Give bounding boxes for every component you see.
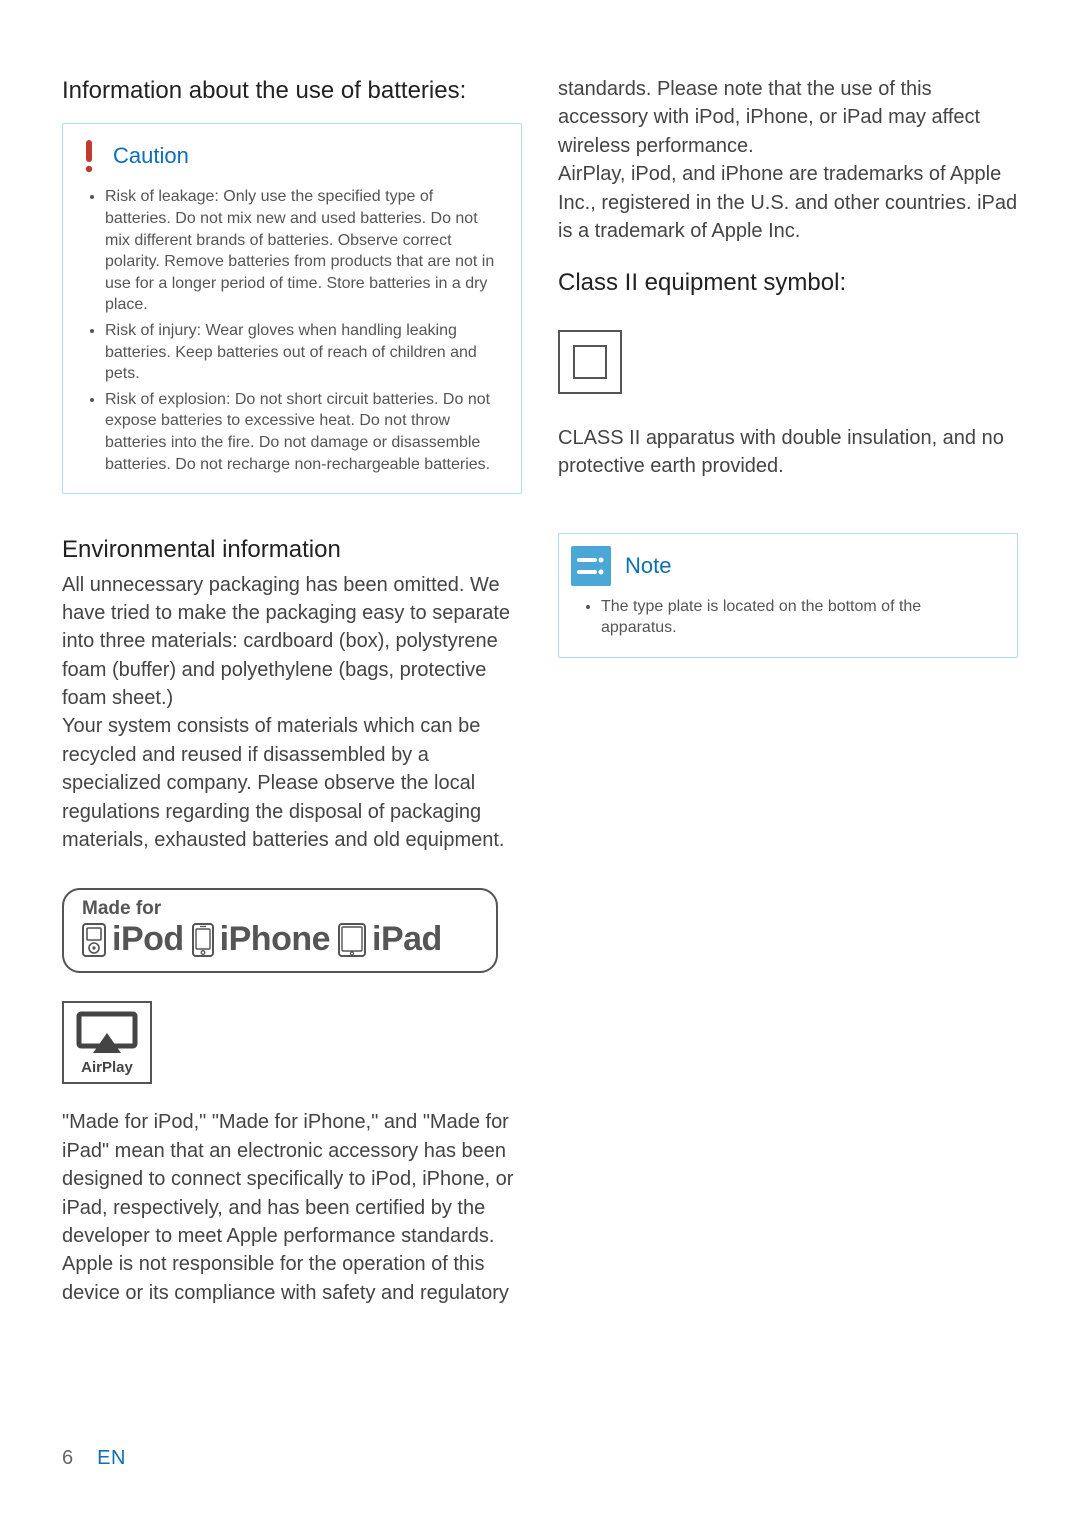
caution-title: Caution bbox=[113, 143, 189, 169]
airplay-badge: AirPlay bbox=[62, 1001, 152, 1084]
class2-body: CLASS II apparatus with double insulatio… bbox=[558, 424, 1018, 481]
ipod-icon bbox=[82, 923, 106, 957]
env-body: All unnecessary packaging has been omitt… bbox=[62, 571, 522, 855]
note-callout: Note The type plate is located on the bo… bbox=[558, 533, 1018, 658]
airplay-icon bbox=[76, 1011, 138, 1055]
caution-item: Risk of explosion: Do not short circuit … bbox=[105, 389, 499, 475]
battery-heading: Information about the use of batteries: bbox=[62, 75, 522, 107]
class2-symbol bbox=[558, 330, 622, 394]
mfi-ipad: iPad bbox=[338, 920, 442, 959]
language-label: EN bbox=[97, 1447, 126, 1470]
mfi-iphone: iPhone bbox=[192, 920, 330, 959]
ipad-icon bbox=[338, 923, 366, 957]
note-item: The type plate is located on the bottom … bbox=[601, 596, 995, 639]
note-icon bbox=[571, 546, 611, 586]
made-for-top-label: Made for bbox=[82, 898, 478, 920]
caution-item: Risk of leakage: Only use the specified … bbox=[105, 186, 499, 316]
mfi-ipad-label: iPad bbox=[372, 920, 442, 959]
caution-callout: Caution Risk of leakage: Only use the sp… bbox=[62, 123, 522, 494]
caution-header: Caution bbox=[63, 124, 521, 182]
iphone-icon bbox=[192, 923, 214, 957]
page-columns: Information about the use of batteries: … bbox=[62, 75, 1018, 1307]
env-heading: Environmental information bbox=[62, 534, 522, 566]
mfi-ipod-label: iPod bbox=[112, 920, 184, 959]
note-header: Note bbox=[559, 534, 1017, 592]
page-footer: 6 EN bbox=[62, 1447, 126, 1470]
mfi-ipod: iPod bbox=[82, 920, 184, 959]
mfi-continuation: standards. Please note that the use of t… bbox=[558, 75, 1018, 245]
note-title: Note bbox=[625, 553, 671, 579]
class2-symbol-inner bbox=[573, 345, 607, 379]
note-body: The type plate is located on the bottom … bbox=[559, 592, 1017, 657]
made-for-row: iPod iPhone bbox=[82, 920, 478, 959]
left-column: Information about the use of batteries: … bbox=[62, 75, 522, 1307]
page-number: 6 bbox=[62, 1447, 73, 1470]
caution-body: Risk of leakage: Only use the specified … bbox=[63, 182, 521, 493]
mfi-iphone-label: iPhone bbox=[220, 920, 330, 959]
class2-heading: Class II equipment symbol: bbox=[558, 267, 1018, 299]
caution-icon bbox=[81, 138, 97, 174]
right-column: standards. Please note that the use of t… bbox=[558, 75, 1018, 1307]
caution-item: Risk of injury: Wear gloves when handlin… bbox=[105, 320, 499, 385]
made-for-badge: Made for iPod bbox=[62, 888, 498, 973]
airplay-label: AirPlay bbox=[81, 1059, 133, 1076]
mfi-explainer: "Made for iPod," "Made for iPhone," and … bbox=[62, 1108, 522, 1307]
